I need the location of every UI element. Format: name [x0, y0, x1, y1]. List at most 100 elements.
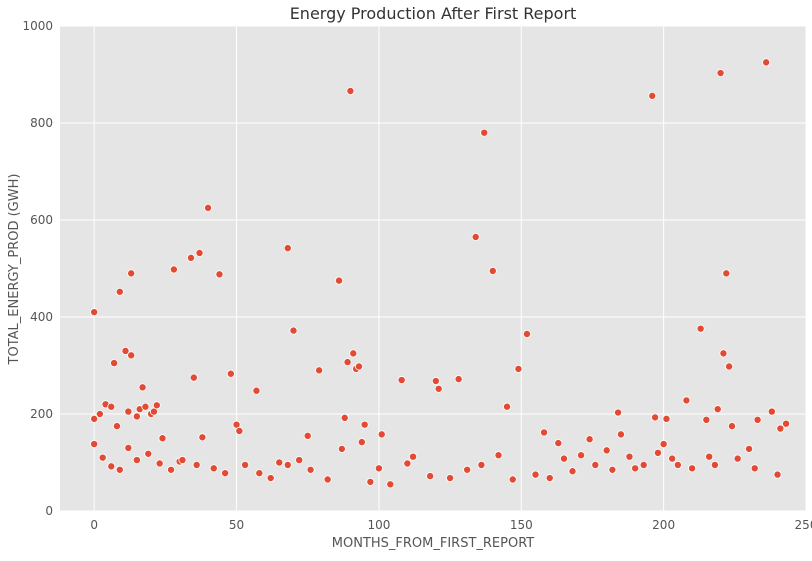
data-point — [90, 414, 99, 423]
x-tick-label: 250 — [795, 518, 812, 532]
data-point — [335, 276, 344, 285]
data-point — [750, 464, 759, 473]
data-point — [648, 91, 657, 100]
data-point — [545, 474, 554, 483]
data-point — [705, 452, 714, 461]
data-point — [745, 444, 754, 453]
x-tick-label: 100 — [367, 518, 390, 532]
data-point — [614, 408, 623, 417]
data-point — [107, 402, 116, 411]
data-point — [144, 449, 153, 458]
data-point — [107, 462, 116, 471]
grid-lines — [60, 25, 807, 512]
data-point — [132, 412, 141, 421]
data-point — [662, 414, 671, 423]
data-point — [127, 269, 136, 278]
data-point — [169, 265, 178, 274]
data-point — [659, 440, 668, 449]
data-point — [480, 128, 489, 137]
chart-title: Energy Production After First Report — [290, 4, 577, 23]
data-point — [374, 464, 383, 473]
data-point — [773, 470, 782, 479]
data-point — [121, 346, 130, 355]
data-point — [275, 458, 284, 467]
data-point — [343, 358, 352, 367]
x-axis-label: MONTHS_FROM_FIRST_REPORT — [332, 536, 535, 551]
data-point — [186, 253, 195, 262]
data-point — [110, 359, 119, 368]
data-point — [608, 465, 617, 474]
data-point — [289, 326, 298, 335]
data-point — [782, 419, 791, 428]
data-point — [306, 465, 315, 474]
data-point — [386, 480, 395, 489]
data-point — [762, 58, 771, 67]
data-point — [283, 244, 292, 253]
y-tick-label: 600 — [30, 213, 53, 227]
data-point — [115, 465, 124, 474]
data-point — [124, 443, 133, 452]
data-point — [377, 430, 386, 439]
data-point — [132, 456, 141, 465]
data-point — [767, 407, 776, 416]
data-point — [702, 415, 711, 424]
data-point — [540, 428, 549, 437]
data-point — [195, 248, 204, 257]
data-point — [192, 460, 201, 469]
data-point — [167, 465, 176, 474]
data-point — [725, 362, 734, 371]
data-point — [315, 366, 324, 375]
data-point — [454, 375, 463, 384]
data-point — [503, 402, 512, 411]
y-tick-label: 200 — [30, 407, 53, 421]
data-point — [477, 460, 486, 469]
data-point — [639, 460, 648, 469]
data-point — [602, 446, 611, 455]
data-point — [651, 413, 660, 422]
data-point — [631, 464, 640, 473]
data-point — [403, 459, 412, 468]
data-point — [255, 469, 264, 478]
data-point — [722, 269, 731, 278]
data-point — [158, 434, 167, 443]
data-point — [266, 474, 275, 483]
data-point — [204, 203, 213, 212]
data-point — [446, 474, 455, 483]
data-point — [713, 405, 722, 414]
data-point — [357, 438, 366, 447]
data-point — [178, 456, 187, 465]
axis-ticks: 0 50 100 150 200 250 0 200 400 600 800 1000 — [22, 19, 812, 532]
data-point — [776, 424, 785, 433]
data-point — [90, 440, 99, 449]
data-point — [668, 454, 677, 463]
data-point — [409, 452, 418, 461]
data-point — [727, 422, 736, 431]
data-point — [124, 407, 133, 416]
data-point — [397, 376, 406, 385]
data-point — [696, 324, 705, 333]
data-point — [514, 364, 523, 373]
data-point — [155, 459, 164, 468]
data-point — [90, 308, 99, 317]
data-point — [682, 396, 691, 405]
data-point — [323, 475, 332, 484]
y-axis-label: TOTAL_ENERGY_PROD (GWH) — [7, 174, 22, 366]
data-point — [463, 465, 472, 474]
data-point — [753, 415, 762, 424]
data-point — [235, 426, 244, 435]
data-point — [494, 451, 503, 460]
data-point — [252, 386, 261, 395]
data-point — [127, 351, 136, 360]
data-point — [431, 377, 440, 386]
data-point — [673, 460, 682, 469]
data-point — [283, 460, 292, 469]
y-tick-label: 1000 — [22, 19, 53, 33]
data-point — [426, 472, 435, 481]
data-point — [115, 287, 124, 296]
data-points — [90, 58, 791, 489]
data-point — [354, 362, 363, 371]
data-point — [340, 413, 349, 422]
data-point — [366, 477, 375, 486]
